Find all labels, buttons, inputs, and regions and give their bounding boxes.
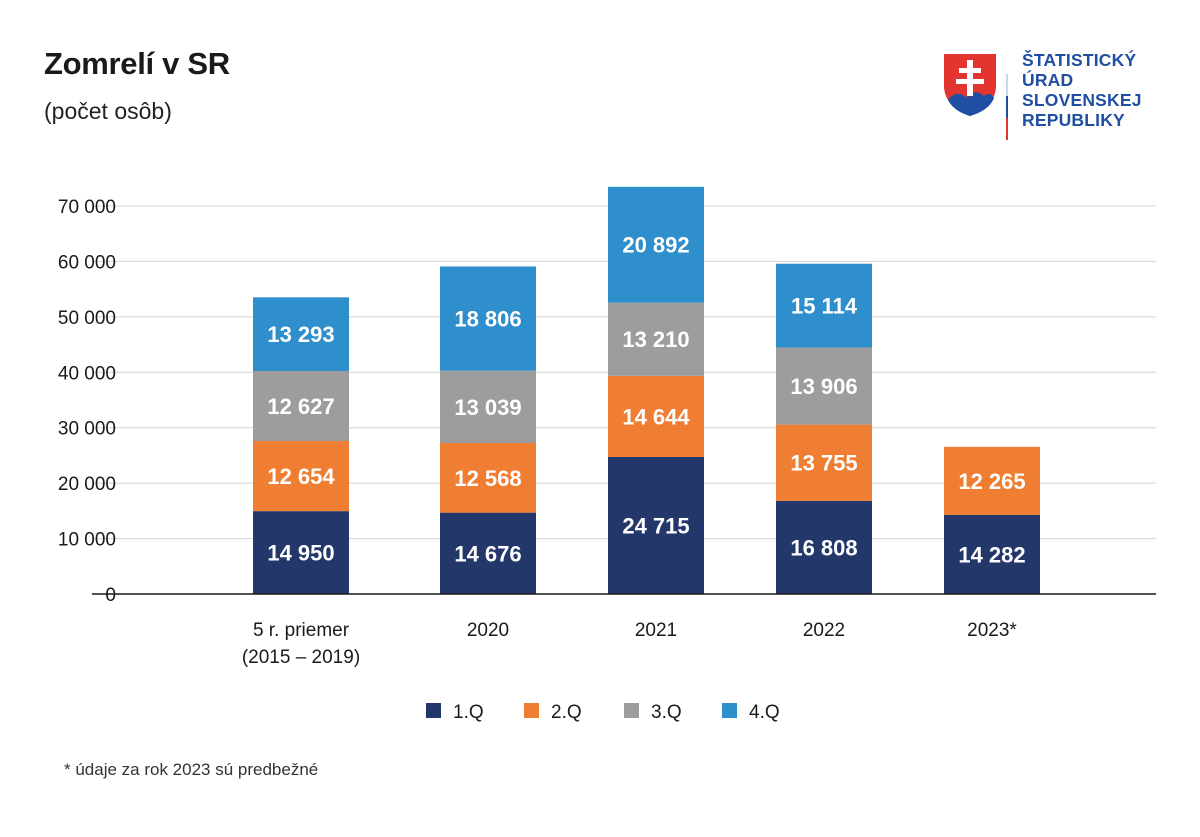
data-label: 14 282 (958, 542, 1025, 567)
bar-segment (944, 514, 1040, 594)
bar-segment (440, 512, 536, 594)
data-label: 24 715 (622, 514, 689, 539)
y-tick-label: 50 000 (58, 308, 116, 329)
data-label: 18 806 (454, 307, 521, 332)
y-tick-label: 10 000 (58, 530, 116, 551)
bar-segment (608, 302, 704, 376)
legend-swatch (524, 703, 539, 718)
legend-label: 2.Q (551, 702, 582, 723)
data-label: 14 644 (622, 404, 690, 429)
legend-swatch (426, 703, 441, 718)
bar-segment (776, 263, 872, 348)
bar-segment (608, 457, 704, 594)
bar-segment (776, 424, 872, 501)
bar-segment (944, 446, 1040, 515)
page-subtitle: (počet osôb) (44, 98, 172, 124)
data-label: 13 906 (790, 374, 857, 399)
legend-swatch (624, 703, 639, 718)
x-tick-label: 2022 (803, 620, 845, 641)
double-cross (956, 60, 984, 96)
bar-segment (253, 371, 349, 441)
x-tick-label: 2020 (467, 620, 509, 641)
logo-line: ŠTATISTICKÝ (1022, 50, 1137, 70)
slovak-coat-of-arms-icon (944, 54, 996, 116)
shield-blue-hills (948, 92, 994, 116)
bar-segment (608, 186, 704, 303)
y-tick-label: 70 000 (58, 197, 116, 218)
data-label: 14 676 (454, 541, 521, 566)
legend-label: 3.Q (651, 702, 682, 723)
data-label: 20 892 (622, 233, 689, 258)
y-tick-label: 20 000 (58, 474, 116, 495)
x-tick-label: 5 r. priemer (253, 620, 350, 641)
data-label: 14 950 (267, 541, 334, 566)
legend-swatch (722, 703, 737, 718)
y-tick-label: 40 000 (58, 363, 116, 384)
logo-line: REPUBLIKY (1022, 110, 1125, 130)
bar-segment (608, 375, 704, 458)
data-label: 13 210 (622, 327, 689, 352)
data-label: 12 627 (267, 394, 334, 419)
logo-text: ŠTATISTICKÝ ÚRAD SLOVENSKEJ REPUBLIKY (1022, 50, 1142, 130)
data-label: 15 114 (791, 294, 858, 319)
logo-divider (1006, 52, 1008, 140)
data-label: 12 568 (454, 466, 521, 491)
y-tick-label: 0 (105, 585, 116, 606)
bar-segment (440, 442, 536, 513)
data-label: 16 808 (790, 535, 857, 560)
x-tick-label: (2015 – 2019) (242, 647, 360, 668)
data-label: 13 755 (790, 451, 857, 476)
data-label: 13 039 (454, 395, 521, 420)
bar-segment (776, 500, 872, 594)
bar-segment (440, 266, 536, 371)
page-title: Zomrelí v SR (44, 46, 230, 81)
x-tick-label: 2023* (967, 620, 1017, 641)
bar-segment (440, 370, 536, 443)
bar-segment (253, 511, 349, 594)
logo: ŠTATISTICKÝ ÚRAD SLOVENSKEJ REPUBLIKY (940, 50, 1170, 145)
footnote: * údaje za rok 2023 sú predbežné (64, 760, 319, 779)
data-label: 13 293 (267, 322, 334, 347)
logo-line: SLOVENSKEJ (1022, 90, 1142, 110)
y-tick-label: 30 000 (58, 419, 116, 440)
logo-line: ÚRAD (1022, 70, 1074, 90)
x-tick-label: 2021 (635, 620, 677, 641)
data-label: 12 265 (958, 469, 1025, 494)
bar-segment (253, 297, 349, 372)
y-tick-label: 60 000 (58, 252, 116, 273)
data-label: 12 654 (267, 464, 335, 489)
legend-label: 4.Q (749, 702, 780, 723)
legend-label: 1.Q (453, 702, 484, 723)
bar-segment (253, 440, 349, 512)
bar-segment (776, 347, 872, 425)
